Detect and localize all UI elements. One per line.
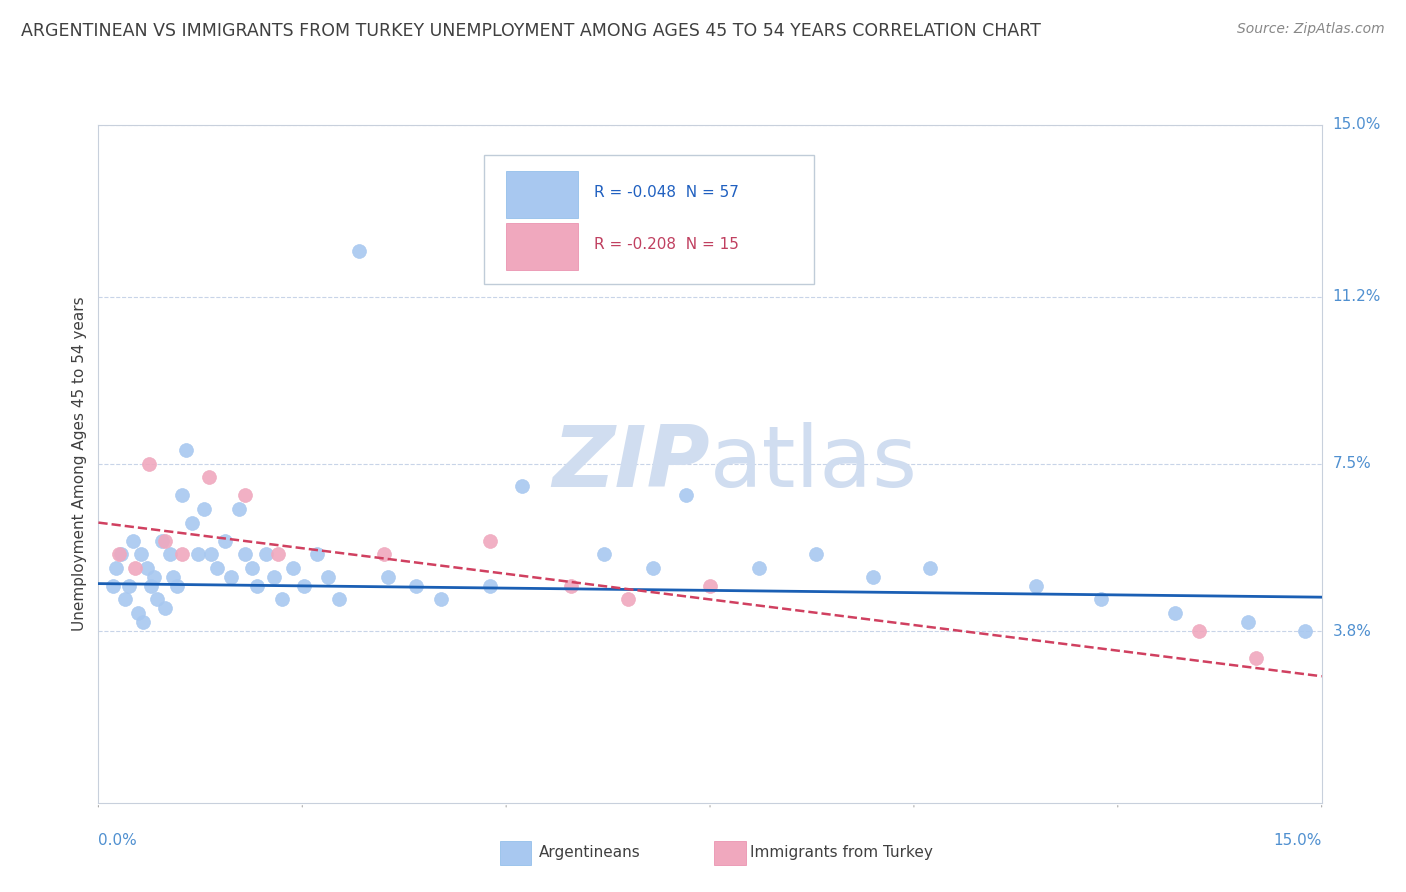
Point — [263, 570, 285, 584]
Point — [1237, 615, 1260, 629]
Text: R = -0.208  N = 15: R = -0.208 N = 15 — [593, 237, 738, 252]
Point — [373, 547, 395, 561]
Point — [141, 579, 163, 593]
FancyBboxPatch shape — [484, 155, 814, 285]
Point — [1090, 592, 1112, 607]
Point — [228, 502, 250, 516]
Point — [292, 579, 315, 593]
Point — [170, 488, 193, 502]
Point — [166, 579, 188, 593]
Point — [593, 547, 616, 561]
Text: 3.8%: 3.8% — [1333, 624, 1372, 639]
Point — [862, 570, 884, 584]
Text: 0.0%: 0.0% — [98, 833, 138, 848]
Point — [1294, 624, 1316, 638]
Point — [176, 443, 198, 458]
Point — [270, 592, 294, 607]
Point — [200, 547, 222, 561]
Point — [405, 579, 427, 593]
Point — [699, 579, 721, 593]
Point — [305, 547, 328, 561]
Point — [142, 570, 165, 584]
Point — [187, 547, 209, 561]
Text: 15.0%: 15.0% — [1333, 118, 1381, 132]
Text: 7.5%: 7.5% — [1333, 457, 1371, 471]
Point — [617, 592, 640, 607]
Point — [281, 561, 304, 575]
Point — [105, 561, 128, 575]
Point — [219, 570, 242, 584]
Text: Immigrants from Turkey: Immigrants from Turkey — [751, 846, 934, 861]
Point — [240, 561, 263, 575]
Text: 15.0%: 15.0% — [1274, 833, 1322, 848]
Point — [127, 606, 149, 620]
FancyBboxPatch shape — [506, 223, 578, 270]
Point — [1164, 606, 1187, 620]
Point — [478, 579, 501, 593]
Point — [1188, 624, 1211, 638]
Point — [804, 547, 827, 561]
Point — [132, 615, 155, 629]
Point — [377, 570, 399, 584]
Text: ARGENTINEAN VS IMMIGRANTS FROM TURKEY UNEMPLOYMENT AMONG AGES 45 TO 54 YEARS COR: ARGENTINEAN VS IMMIGRANTS FROM TURKEY UN… — [21, 22, 1040, 40]
Point — [641, 561, 664, 575]
FancyBboxPatch shape — [506, 171, 578, 218]
Point — [512, 479, 534, 493]
FancyBboxPatch shape — [499, 841, 531, 865]
Point — [233, 488, 256, 502]
Point — [159, 547, 181, 561]
Text: ZIP: ZIP — [553, 422, 710, 506]
Text: Argentineans: Argentineans — [538, 846, 641, 861]
Point — [430, 592, 453, 607]
Point — [349, 244, 371, 259]
Point — [108, 547, 131, 561]
Point — [170, 547, 193, 561]
Text: R = -0.048  N = 57: R = -0.048 N = 57 — [593, 186, 738, 200]
Point — [129, 547, 152, 561]
Point — [1246, 651, 1268, 665]
Point — [246, 579, 269, 593]
Point — [197, 470, 219, 484]
Point — [318, 570, 340, 584]
Point — [560, 579, 582, 593]
FancyBboxPatch shape — [714, 841, 745, 865]
Point — [181, 516, 204, 530]
Point — [478, 533, 501, 548]
Point — [121, 533, 143, 548]
Text: atlas: atlas — [710, 422, 918, 506]
Point — [267, 547, 290, 561]
Point — [748, 561, 770, 575]
Point — [124, 561, 146, 575]
Point — [328, 592, 350, 607]
Point — [233, 547, 256, 561]
Text: Source: ZipAtlas.com: Source: ZipAtlas.com — [1237, 22, 1385, 37]
Point — [920, 561, 942, 575]
Point — [254, 547, 277, 561]
Point — [114, 592, 136, 607]
Point — [136, 561, 159, 575]
Y-axis label: Unemployment Among Ages 45 to 54 years: Unemployment Among Ages 45 to 54 years — [72, 296, 87, 632]
Point — [118, 579, 141, 593]
Text: 11.2%: 11.2% — [1333, 289, 1381, 304]
Point — [155, 533, 177, 548]
Point — [155, 601, 177, 615]
Point — [205, 561, 228, 575]
Point — [101, 579, 124, 593]
Point — [162, 570, 184, 584]
Point — [1025, 579, 1047, 593]
Point — [675, 488, 697, 502]
Point — [146, 592, 169, 607]
Point — [150, 533, 173, 548]
Point — [214, 533, 236, 548]
Point — [110, 547, 132, 561]
Point — [193, 502, 215, 516]
Point — [138, 457, 160, 471]
